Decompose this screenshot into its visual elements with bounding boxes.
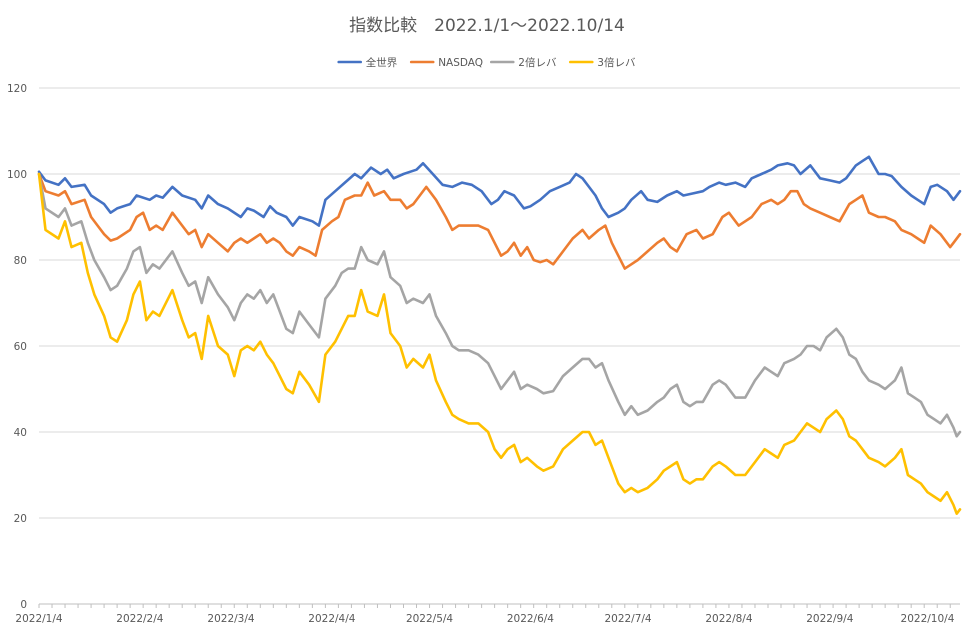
x-tick-label: 2022/6/4 bbox=[507, 613, 554, 625]
legend: 全世界 NASDAQ 2倍レバ 3倍レバ bbox=[337, 56, 636, 69]
x-axis: 2022/1/4 2022/2/4 2022/3/4 2022/4/4 2022/5/4… bbox=[15, 603, 960, 625]
legend-label-4: 3倍レバ bbox=[597, 56, 636, 69]
x-tick-label: 2022/7/4 bbox=[604, 613, 651, 625]
x-tick-label: 2022/8/4 bbox=[705, 613, 752, 625]
series-line-2 bbox=[37, 172, 962, 270]
x-tick-label: 2022/2/4 bbox=[116, 613, 163, 625]
y-tick-label: 20 bbox=[14, 513, 27, 525]
y-axis: 0 20 40 60 80 100 120 bbox=[7, 83, 27, 611]
x-tick-label: 2022/3/4 bbox=[207, 613, 254, 625]
series-lines bbox=[37, 155, 962, 516]
x-tick-label: 2022/10/4 bbox=[901, 613, 955, 625]
y-tick-label: 120 bbox=[7, 83, 27, 95]
x-tick-label: 2022/4/4 bbox=[308, 613, 355, 625]
y-tick-label: 60 bbox=[14, 341, 27, 353]
x-tick-label: 2022/1/4 bbox=[15, 613, 62, 625]
legend-label-2: NASDAQ bbox=[438, 57, 483, 69]
y-tick-label: 40 bbox=[14, 427, 27, 439]
chart-title: 指数比較 2022.1/1～2022.10/14 bbox=[349, 16, 625, 36]
y-tick-label: 80 bbox=[14, 255, 27, 267]
gridlines bbox=[39, 87, 960, 519]
series-line-4 bbox=[37, 172, 962, 516]
y-tick-label: 100 bbox=[7, 169, 27, 181]
x-tick-label: 2022/9/4 bbox=[806, 613, 853, 625]
x-tick-label: 2022/5/4 bbox=[406, 613, 453, 625]
legend-label-3: 2倍レバ bbox=[518, 56, 557, 69]
legend-label-1: 全世界 bbox=[366, 56, 398, 69]
series-line-3 bbox=[37, 172, 962, 438]
series-line-1 bbox=[37, 155, 962, 227]
y-tick-label: 0 bbox=[20, 599, 27, 611]
